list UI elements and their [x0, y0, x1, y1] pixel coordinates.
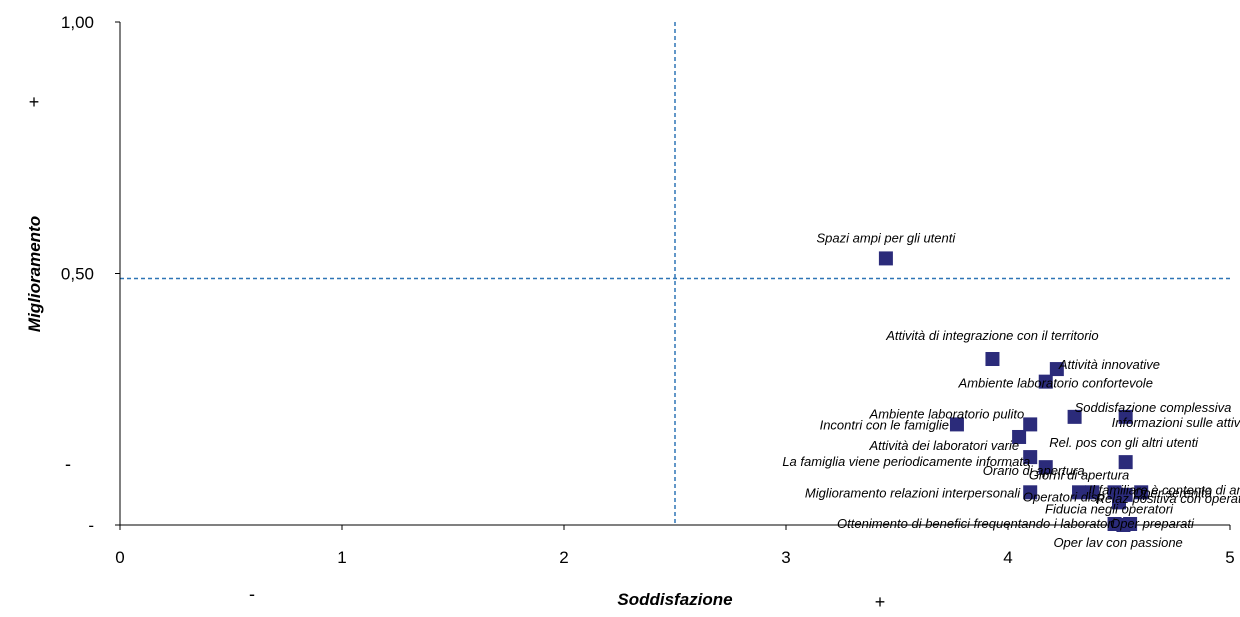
- data-point-label: Ambiente laboratorio pulito: [869, 406, 1025, 421]
- y-tick-label: 0,50: [61, 265, 94, 284]
- tick-labels: 0 1 2 3 4 5 - 0,50 1,00: [61, 13, 1235, 567]
- data-point-label: Relaz positiva con operatori: [1096, 491, 1240, 506]
- data-point-marker[interactable]: [1038, 374, 1053, 389]
- y-tick-label: 1,00: [61, 13, 94, 32]
- y-axis-title: Miglioramento: [25, 216, 44, 332]
- data-point-label: Oper serenità: [1133, 485, 1212, 500]
- x-tick-label: 5: [1225, 548, 1234, 567]
- data-point-label: Ambiente laboratorio confortevole: [958, 376, 1153, 391]
- data-point-marker[interactable]: [1118, 409, 1133, 424]
- data-point-marker[interactable]: [949, 417, 964, 432]
- data-point-label: Soddisfazione complessiva: [1075, 400, 1232, 415]
- data-point-marker[interactable]: [1023, 485, 1038, 500]
- data-point-marker[interactable]: [1134, 485, 1149, 500]
- data-point-marker[interactable]: [1072, 485, 1087, 500]
- data-point-marker[interactable]: [1049, 362, 1064, 377]
- data-point-label: Oper lav con passione: [1053, 535, 1182, 550]
- data-point-marker[interactable]: [1118, 455, 1133, 470]
- x-tick-label: 1: [337, 548, 346, 567]
- data-point-label: Il familiare è contento di andare ai lab…: [1088, 482, 1240, 497]
- data-point-marker[interactable]: [1116, 518, 1131, 532]
- reference-lines: [120, 22, 1230, 525]
- x-tick-label: 0: [115, 548, 124, 567]
- data-point-label: Fiducia negli operatori: [1045, 501, 1174, 516]
- data-point-marker[interactable]: [1012, 429, 1027, 444]
- x-axis-minus-mark: -: [249, 584, 255, 604]
- data-point-marker[interactable]: [1038, 460, 1053, 475]
- x-tick-label: 4: [1003, 548, 1012, 567]
- data-point-label: Spazi ampi per gli utenti: [817, 230, 957, 245]
- data-point-marker[interactable]: [1067, 409, 1082, 424]
- y-axis-plus-mark: +: [29, 92, 40, 112]
- data-point-label: Giorni di apertura: [1029, 467, 1129, 482]
- data-point-marker[interactable]: [1023, 450, 1038, 465]
- data-point-label: Ottenimento di benefici frequentando i l…: [837, 516, 1116, 531]
- data-point-label: La famiglia viene periodicamente informa…: [782, 454, 1030, 469]
- data-point-label: Oper preparati: [1110, 516, 1195, 531]
- x-tick-label: 2: [559, 548, 568, 567]
- data-point-label: Attività innovative: [1058, 357, 1160, 372]
- x-tick-label: 3: [781, 548, 790, 567]
- data-point-marker[interactable]: [1085, 485, 1100, 500]
- data-point-marker[interactable]: [1023, 417, 1038, 432]
- data-point-label: Orario di apertura: [983, 463, 1085, 478]
- y-tick-label: -: [88, 516, 94, 535]
- data-point-marker[interactable]: [985, 352, 1000, 367]
- axis-titles: Soddisfazione Miglioramento - + - +: [25, 92, 885, 612]
- point-labels: Spazi ampi per gli utenti Attività di int…: [782, 230, 1240, 550]
- y-axis-minus-mark: -: [65, 454, 71, 474]
- data-point-label: Attività di integrazione con il territor…: [885, 328, 1098, 343]
- data-point-label: Attività dei laboratori varie: [869, 438, 1020, 453]
- data-point-label: Rel. pos con gli altri utenti: [1049, 435, 1199, 450]
- data-point-label: Incontri con le famiglie: [820, 417, 949, 432]
- data-point-label: Miglioramento relazioni interpersonali: [805, 485, 1021, 500]
- data-point-label: Operatori disp: [1023, 489, 1105, 504]
- data-points: [878, 251, 1149, 532]
- data-point-marker[interactable]: [878, 251, 893, 266]
- data-point-marker[interactable]: [1112, 495, 1126, 510]
- x-axis-title: Soddisfazione: [617, 590, 732, 609]
- x-axis-plus-mark: +: [875, 592, 886, 612]
- data-point-label: Informazioni sulle attività: [1112, 415, 1240, 430]
